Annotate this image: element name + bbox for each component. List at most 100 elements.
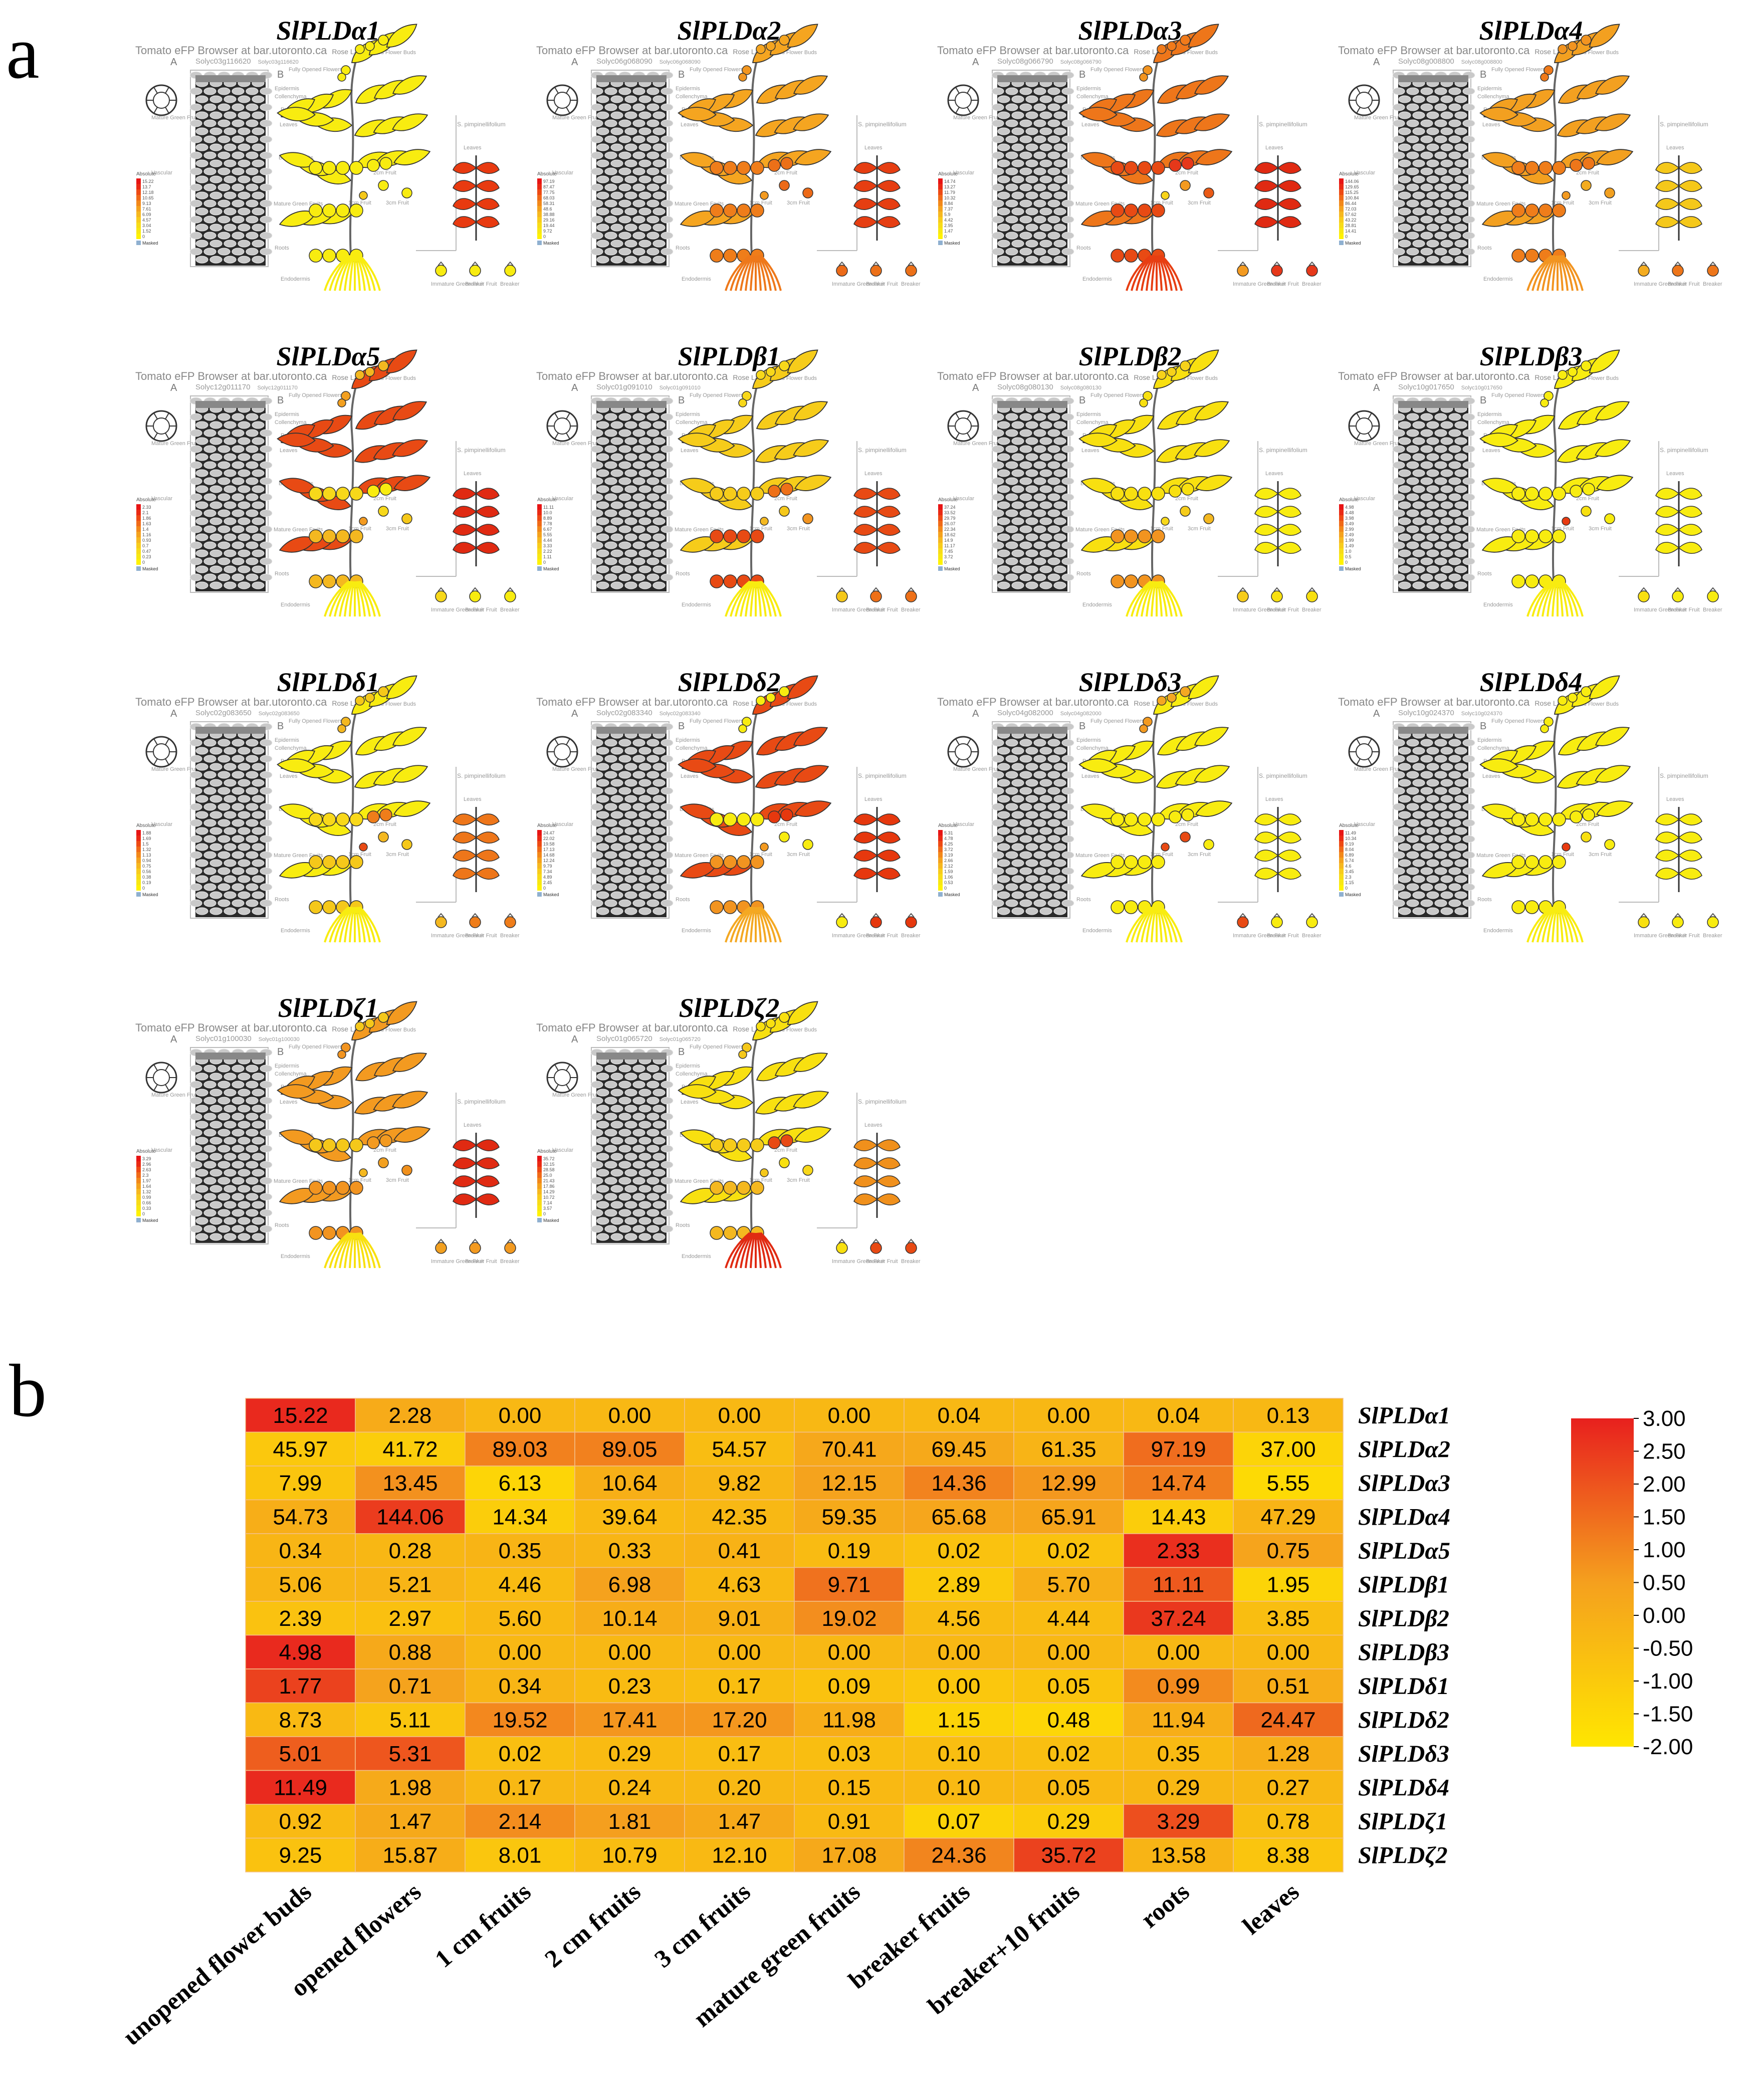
label-collenchyma: Collenchyma — [275, 745, 307, 751]
legend-value: 28.58 — [543, 1167, 555, 1172]
efp-scale-legend: Absolute 11.1110.08.897.786.675.554.443.3… — [537, 497, 559, 571]
legend-value: 58.31 — [543, 201, 555, 206]
pimpinellifolium-leaf — [853, 807, 901, 892]
heatmap-cell-value: 0.00 — [718, 1640, 761, 1664]
legend-value: 0.33 — [142, 1206, 151, 1211]
efp-diagram: Mature Green Fruit A Vascular B Epidermis Col… — [537, 24, 922, 291]
legend-value: 3.04 — [142, 223, 151, 228]
legend-value: 2.49 — [1345, 532, 1354, 537]
colorbar-tick-label: 1.50 — [1643, 1505, 1686, 1530]
label-species2: S. pimpinellifolium — [858, 121, 907, 128]
heatmap-cell — [904, 1702, 1014, 1737]
label-2cm-fruit: 2cm Fruit — [373, 821, 396, 827]
efp-gene-id: Solyc01g065720 Solyc01g065720 — [596, 1034, 701, 1043]
heatmap-cell-value: 89.05 — [602, 1437, 657, 1461]
legend-value: 1.32 — [142, 847, 151, 852]
label-b: B — [277, 69, 284, 80]
efp-diagram: Mature Green Fruit A Vascular B Epidermis Col… — [1339, 24, 1724, 291]
label-breaker5: Breaker + 5 Fruit — [1703, 933, 1724, 939]
label-immature: Immature Green Fruit — [1634, 281, 1686, 287]
label-vascular: Vascular — [953, 170, 974, 176]
efp-gene-id-small: Solyc10g017650 — [1461, 385, 1502, 391]
heatmap-cell-value: 0.04 — [938, 1403, 981, 1428]
heatmap-cell-value: 0.00 — [499, 1640, 542, 1664]
legend-masked: Masked — [142, 892, 158, 897]
legend-value: 6.89 — [1345, 853, 1354, 858]
label-opened-flowers: Fully Opened Flowers — [289, 67, 342, 73]
legend-value: 7.61 — [142, 206, 151, 212]
legend-value: 6.67 — [543, 527, 552, 532]
heatmap-cell — [684, 1804, 795, 1839]
label-epidermis: Epidermis — [676, 1063, 700, 1069]
efp-panel: SlPLDβ1 Tomato eFP Browser at bar.utoront… — [536, 341, 922, 632]
heatmap-cell — [1233, 1533, 1344, 1568]
label-mature-green-fruits: Mature Green Fruits — [1476, 201, 1526, 207]
label-2cm-fruit: 2cm Fruit — [1175, 170, 1198, 176]
tissue-section — [189, 70, 273, 267]
fruit-section-icon — [1348, 736, 1380, 768]
heatmap-cell — [245, 1567, 356, 1602]
legend-masked: Masked — [142, 566, 158, 571]
efp-panel-title: SlPLDδ1 — [277, 667, 380, 697]
label-a: A — [170, 708, 177, 719]
heatmap-cell-value: 0.92 — [279, 1809, 322, 1834]
legend-value: 0.53 — [944, 880, 953, 885]
heatmap-cell-value: 9.71 — [828, 1572, 871, 1597]
legend-value: 11.11 — [543, 505, 554, 510]
heatmap-cell-value: 0.35 — [499, 1539, 542, 1563]
heatmap-cell-value: 54.73 — [273, 1505, 328, 1529]
efp-scale-legend: Absolute 24.4722.0219.5817.1314.6812.249.… — [537, 823, 559, 897]
legend-value: 19.44 — [543, 223, 555, 228]
label-mature-green-fruits: Mature Green Fruits — [274, 527, 323, 533]
heatmap-cell — [1233, 1770, 1344, 1805]
label-endodermis: Endodermis — [281, 276, 310, 282]
label-leaves-2: Leaves — [1265, 471, 1283, 477]
heatmap-cell — [574, 1804, 685, 1839]
heatmap-cell-value: 0.78 — [1267, 1809, 1310, 1834]
legend-value: 0 — [543, 1211, 546, 1216]
label-collenchyma: Collenchyma — [275, 1071, 307, 1077]
label-mature-green-fruits: Mature Green Fruits — [274, 201, 323, 207]
efp-panel: SlPLDα4 Tomato eFP Browser at bar.utoront… — [1338, 15, 1724, 306]
label-2cm-fruit: 2cm Fruit — [1576, 496, 1599, 502]
heatmap-cell-value: 3.85 — [1267, 1606, 1310, 1631]
legend-value: 9.19 — [1345, 842, 1354, 847]
heatmap-cell — [1123, 1837, 1234, 1872]
efp-gene-id-small: Solyc02g083340 — [659, 711, 701, 717]
tomato-plant — [1078, 24, 1233, 291]
label-vascular: Vascular — [552, 1147, 573, 1153]
legend-value: 57.62 — [1345, 212, 1357, 217]
heatmap-cell-value: 0.10 — [938, 1775, 981, 1800]
efp-panel: SlPLDζ1 Tomato eFP Browser at bar.utoront… — [135, 992, 521, 1283]
legend-value: 11.17 — [944, 543, 955, 548]
legend-title: Absolute — [136, 497, 156, 503]
pimpinellifolium-leaf — [1655, 481, 1702, 566]
heatmap-cell — [245, 1804, 356, 1839]
label-endodermis: Endodermis — [1483, 602, 1513, 608]
efp-scale-legend: Absolute 144.06129.65115.25100.8486.4472.… — [1339, 171, 1361, 246]
heatmap-cell-value: 89.03 — [492, 1437, 547, 1461]
tissue-section — [590, 70, 674, 267]
label-collenchyma: Collenchyma — [1477, 94, 1509, 100]
heatmap-cell-value: 11.11 — [1153, 1572, 1205, 1597]
efp-gene-id-small: Solyc06g068090 — [659, 59, 701, 65]
efp-panel-title: SlPLDα1 — [276, 16, 380, 46]
label-species2: S. pimpinellifolium — [457, 121, 506, 128]
label-b: B — [1480, 69, 1486, 80]
label-2cm-fruit: 2cm Fruit — [1576, 170, 1599, 176]
heatmap-cell-value: 2.28 — [389, 1403, 432, 1428]
label-breaker_fruit: Breaker Fruit — [1668, 281, 1700, 287]
tomato-plant — [1479, 24, 1634, 291]
label-breaker5: Breaker + 5 Fruit — [901, 933, 922, 939]
legend-value: 6.09 — [142, 212, 151, 217]
heatmap-cell — [1233, 1499, 1344, 1534]
heatmap-cell-value: 0.17 — [718, 1742, 761, 1766]
heatmap-cell-value: 0.00 — [1267, 1640, 1310, 1664]
legend-value: 0 — [944, 234, 947, 239]
label-vascular: Vascular — [151, 496, 172, 502]
label-a: A — [170, 1034, 177, 1045]
heatmap-cell — [684, 1770, 795, 1805]
fruit-section-icon — [145, 736, 177, 768]
fruit-section-icon — [947, 736, 979, 768]
label-leaves: Leaves — [1081, 773, 1100, 779]
